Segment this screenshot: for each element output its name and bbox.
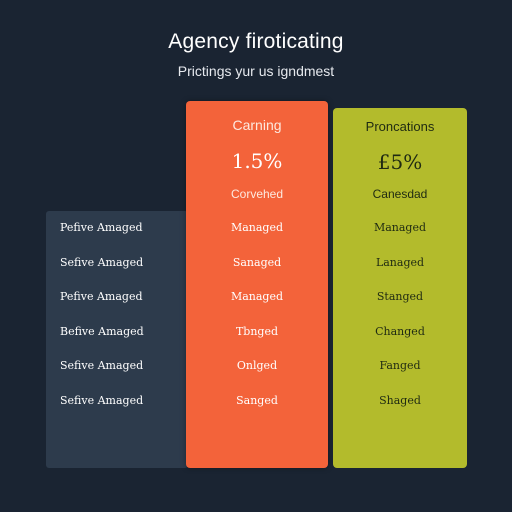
plan-name: Carning <box>232 117 282 133</box>
plan-caption: Corvehed <box>230 187 284 201</box>
feature-label: Sefive Amaged <box>60 256 144 269</box>
plan-name: Proncations <box>365 119 435 134</box>
page-title: Agency firoticating <box>168 30 344 53</box>
plan-2-feature-value: Fanged <box>379 359 421 372</box>
plan-1-feature-value: Onlged <box>236 359 278 372</box>
plan-price: £5% <box>377 150 423 174</box>
plan-1-feature-value: Sanged <box>236 394 278 407</box>
feature-label: Pefive Amaged <box>60 290 143 303</box>
plan-1-feature-value: Sanaged <box>232 256 282 269</box>
plan-column-1[interactable]: Carning 1.5% Corvehed <box>186 101 328 468</box>
plan-1-feature-value: Managed <box>230 290 284 303</box>
plan-1-feature-value: Managed <box>230 221 284 234</box>
plan-2-feature-value: Stanged <box>376 290 424 303</box>
plan-2-feature-value: Lanaged <box>375 256 425 269</box>
feature-label: Sefive Amaged <box>60 394 144 407</box>
plan-price: 1.5% <box>231 149 283 173</box>
plan-2-feature-value: Managed <box>373 221 427 234</box>
feature-label-column <box>46 211 188 468</box>
plan-caption: Canesdad <box>372 187 428 201</box>
plan-column-2[interactable]: Proncations £5% Canesdad <box>333 108 467 468</box>
feature-label: Sefive Amaged <box>60 359 144 372</box>
plan-2-feature-value: Changed <box>375 325 425 338</box>
feature-label: Pefive Amaged <box>60 221 143 234</box>
plan-1-feature-value: Tbnged <box>235 325 279 338</box>
feature-label: Befive Amaged <box>60 325 144 338</box>
plan-2-feature-value: Shaged <box>379 394 421 407</box>
page-subtitle: Prictings yur us igndmest <box>177 63 335 79</box>
